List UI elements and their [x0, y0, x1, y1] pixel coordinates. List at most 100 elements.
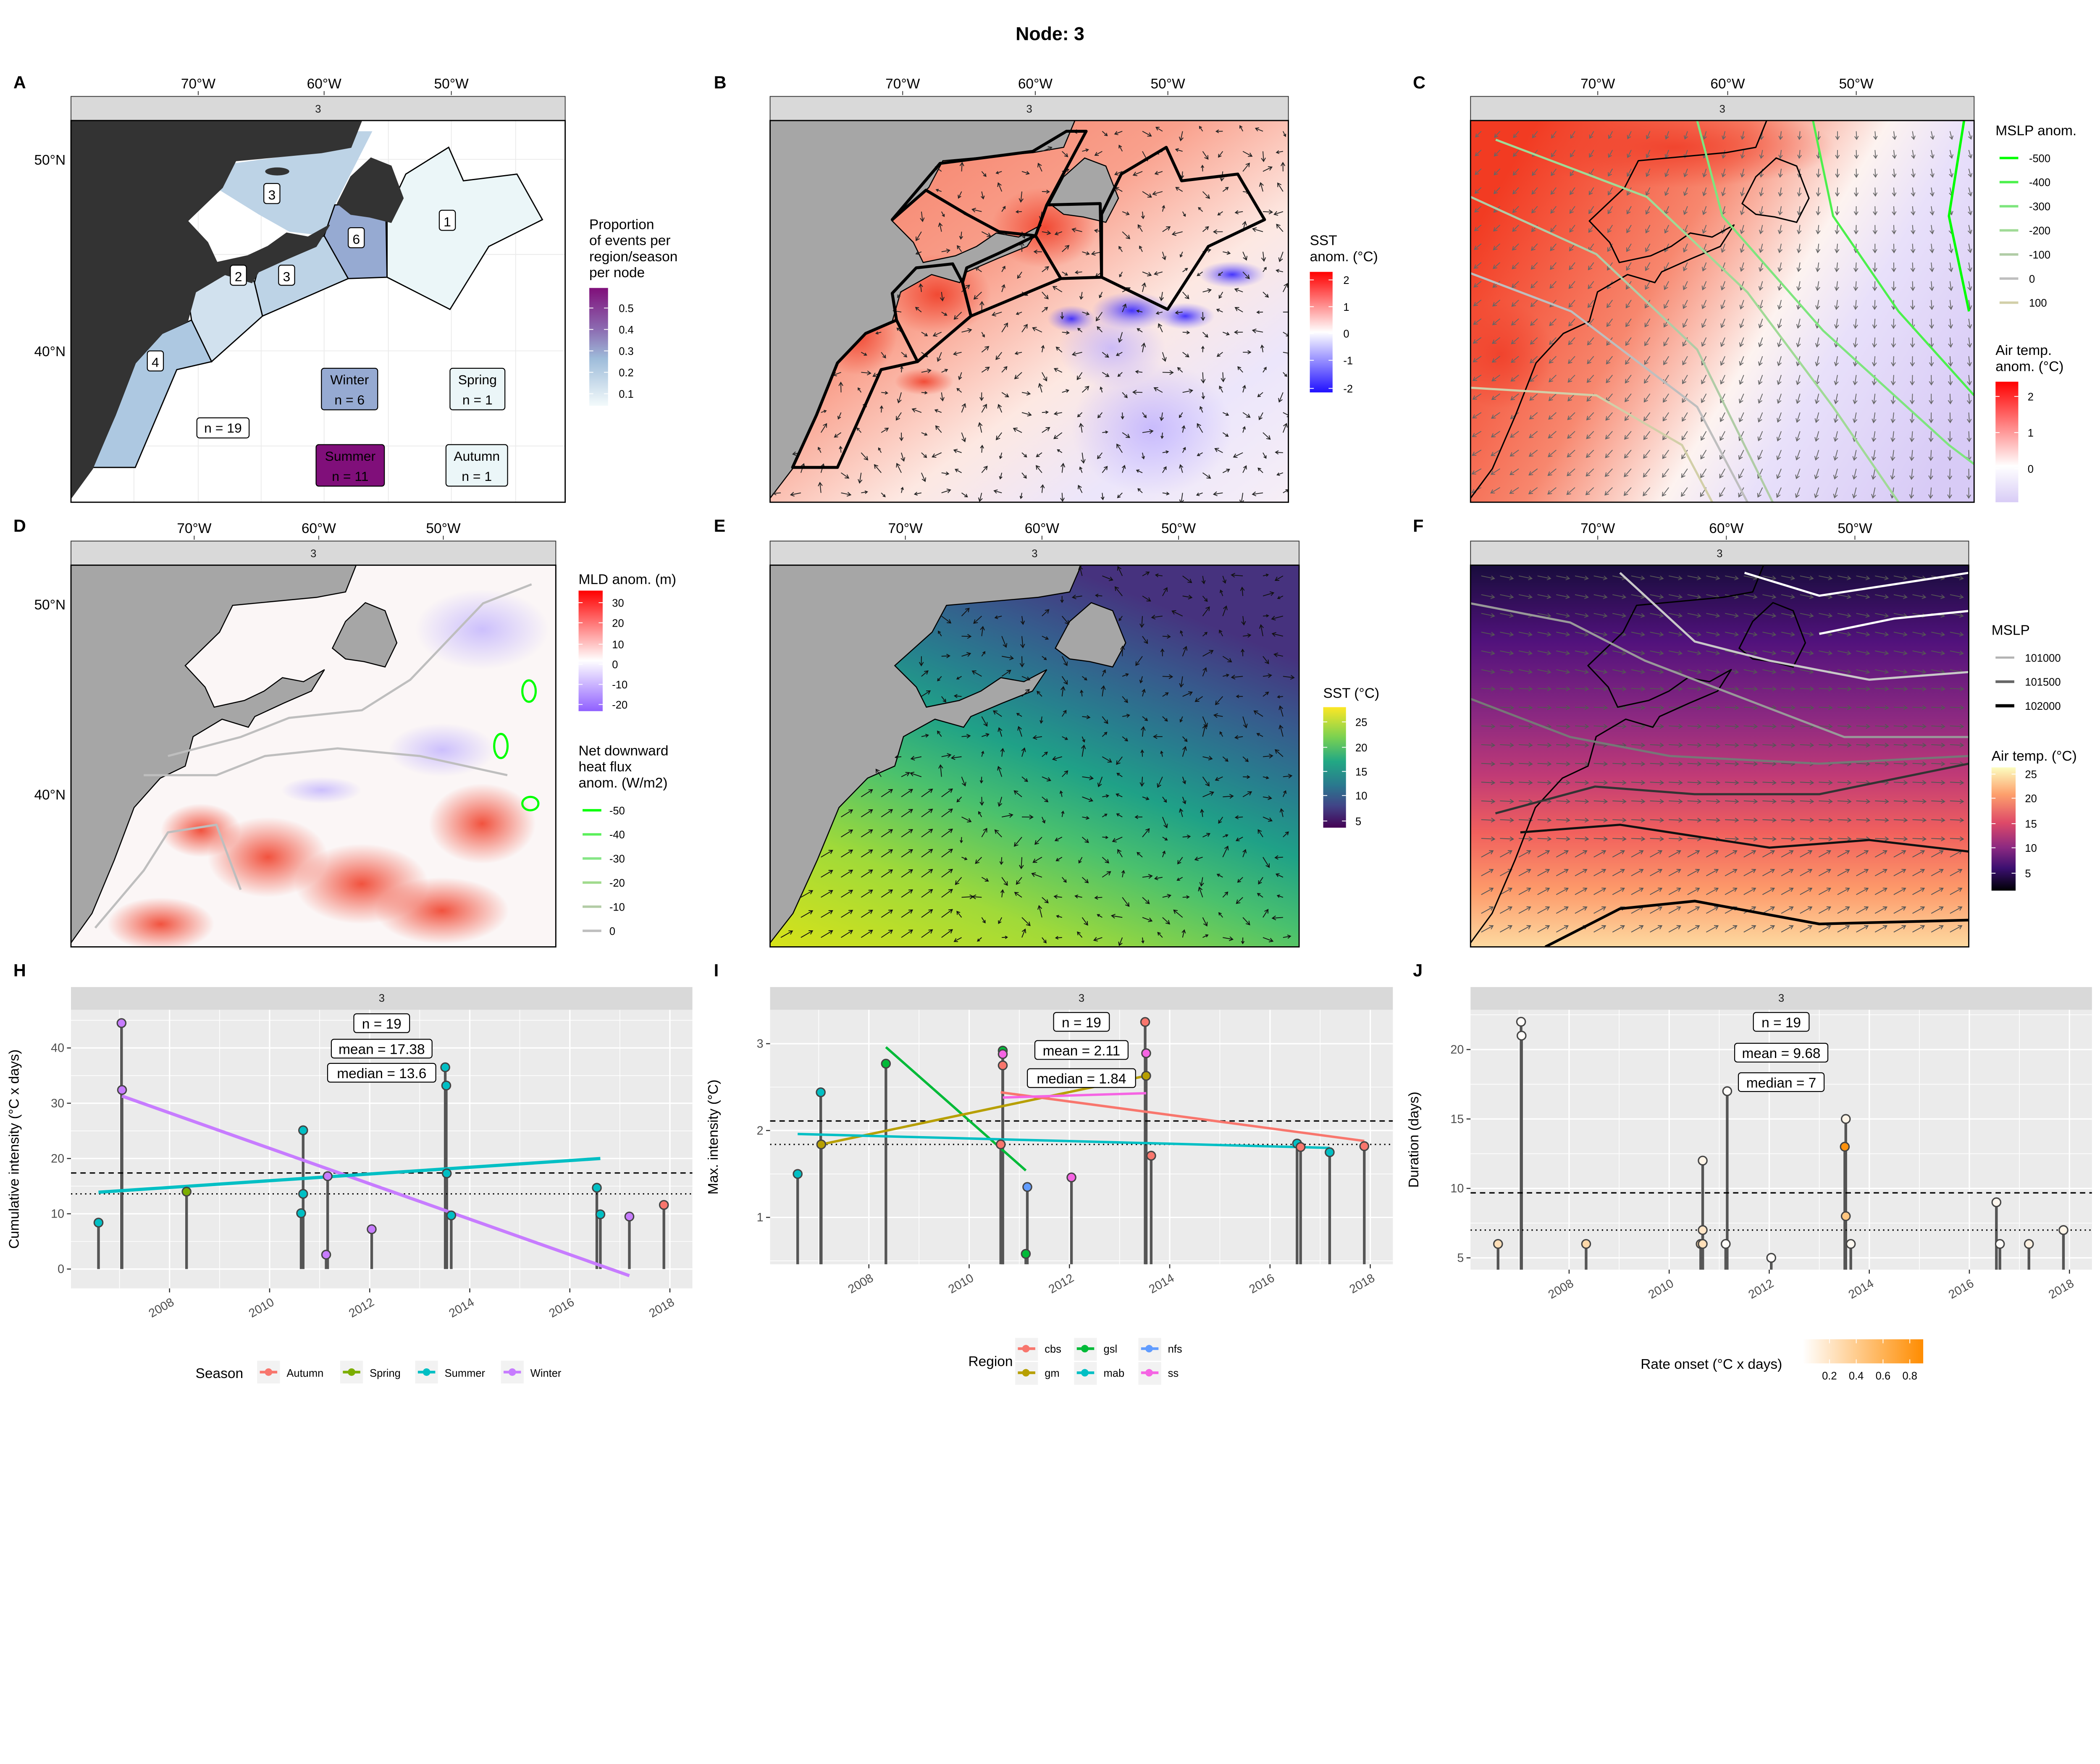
- cold-anomaly: [1155, 302, 1215, 330]
- vector-arrow: [1142, 688, 1146, 697]
- legend-line-label: -500: [2029, 153, 2050, 165]
- vector-arrow: [1001, 265, 1005, 272]
- vector-arrow: [1082, 816, 1090, 820]
- vector-arrow: [1853, 318, 1858, 329]
- vector-arrow: [1966, 487, 1971, 499]
- season-box-autumn: [445, 444, 508, 487]
- vector-arrow: [1873, 168, 1878, 178]
- data-point: [1021, 1249, 1031, 1259]
- vector-arrow: [1182, 777, 1186, 785]
- vector-arrow: [1568, 318, 1575, 327]
- data-point: [1140, 1017, 1150, 1027]
- vector-arrow: [1853, 262, 1858, 273]
- y-tick-label: 1: [757, 1211, 764, 1224]
- vector-arrow: [1604, 487, 1613, 496]
- vector-arrow: [958, 372, 962, 381]
- vector-arrow: [1175, 310, 1183, 315]
- vector-arrow: [780, 930, 793, 938]
- vector-arrow: [1683, 131, 1688, 140]
- vector-arrow: [1122, 696, 1128, 703]
- vector-arrow: [1256, 310, 1263, 314]
- legend-label: Spring: [370, 1368, 401, 1379]
- stat-box: [1753, 1012, 1810, 1032]
- vector-arrow: [1575, 887, 1588, 895]
- vector-arrow: [1530, 356, 1538, 364]
- vector-arrow: [1612, 925, 1625, 933]
- panel-letter: H: [13, 961, 26, 980]
- vector-arrow: [1589, 150, 1594, 158]
- vector-arrow: [1875, 575, 1889, 580]
- vector-arrow: [1725, 799, 1739, 804]
- vector-arrow: [1725, 705, 1739, 710]
- vector-arrow: [1053, 411, 1062, 416]
- vector-arrow: [1875, 817, 1890, 823]
- vector-arrow: [1556, 906, 1569, 914]
- vector-arrow: [1014, 351, 1022, 355]
- data-point: [116, 1018, 127, 1028]
- vector-arrow: [1202, 716, 1208, 727]
- vector-arrow: [1853, 394, 1858, 404]
- vector-arrow: [1071, 594, 1082, 599]
- vector-arrow: [900, 486, 904, 493]
- vector-arrow: [1593, 575, 1608, 580]
- vector-arrow: [921, 432, 928, 436]
- vector-arrow: [1587, 299, 1594, 308]
- vector-arrow: [1575, 632, 1589, 637]
- vector-arrow: [1762, 925, 1775, 933]
- vector-arrow: [941, 654, 951, 659]
- vector-arrow: [1492, 299, 1501, 307]
- vector-arrow: [896, 327, 902, 333]
- legend-label: Winter: [530, 1368, 562, 1379]
- vector-arrow: [1967, 318, 1972, 329]
- vector-arrow: [1669, 817, 1683, 823]
- vector-arrow: [1912, 705, 1927, 710]
- data-point: [321, 1250, 331, 1260]
- vector-arrow: [875, 769, 882, 777]
- vector-arrow: [1912, 594, 1927, 599]
- vector-arrow: [1202, 756, 1213, 761]
- vector-arrow: [940, 292, 945, 302]
- vector-arrow: [1276, 472, 1284, 476]
- vector-arrow: [1892, 187, 1897, 197]
- vector-arrow: [1519, 799, 1533, 804]
- vector-arrow: [1854, 168, 1859, 178]
- legend-title: MLD anom. (m): [579, 572, 676, 587]
- vector-arrow: [1531, 243, 1538, 251]
- vector-arrow: [1837, 780, 1852, 785]
- mslp-contour: [1470, 602, 1969, 738]
- longitude-tick-label: 70°W: [888, 521, 923, 536]
- vector-arrow: [1631, 705, 1646, 710]
- vector-arrow: [1548, 449, 1557, 457]
- shallow-mld-anomaly: [388, 723, 496, 777]
- vector-arrow: [1263, 908, 1269, 918]
- vector-arrow: [1725, 632, 1739, 637]
- vector-arrow: [1837, 925, 1850, 933]
- vector-arrow: [1277, 695, 1283, 698]
- vector-arrow: [1042, 609, 1050, 617]
- vector-arrow: [959, 231, 963, 240]
- vector-arrow: [1796, 375, 1801, 386]
- vector-arrow: [1931, 925, 1944, 933]
- vector-arrow: [1668, 869, 1681, 877]
- vector-arrow: [1968, 150, 1973, 159]
- vector-arrow: [1644, 356, 1651, 365]
- vector-arrow: [1081, 452, 1086, 464]
- land-mass: [770, 565, 1082, 944]
- vector-arrow: [1142, 828, 1150, 837]
- vector-arrow: [1057, 449, 1063, 453]
- vector-arrow: [1518, 906, 1531, 914]
- region-cbs[interactable]: [386, 146, 543, 310]
- vector-arrow: [921, 734, 929, 738]
- panel-letter: F: [1413, 516, 1423, 536]
- vector-arrow: [1037, 690, 1042, 697]
- vector-arrow: [1781, 887, 1794, 895]
- region-gsl[interactable]: [187, 131, 373, 236]
- vector-arrow: [1759, 187, 1764, 197]
- vector-arrow: [1102, 575, 1113, 581]
- legend-title: SST: [1310, 233, 1337, 249]
- vector-arrow: [941, 869, 953, 878]
- vector-arrow: [1263, 937, 1274, 942]
- vector-arrow: [1481, 632, 1495, 637]
- vector-arrow: [1217, 211, 1223, 215]
